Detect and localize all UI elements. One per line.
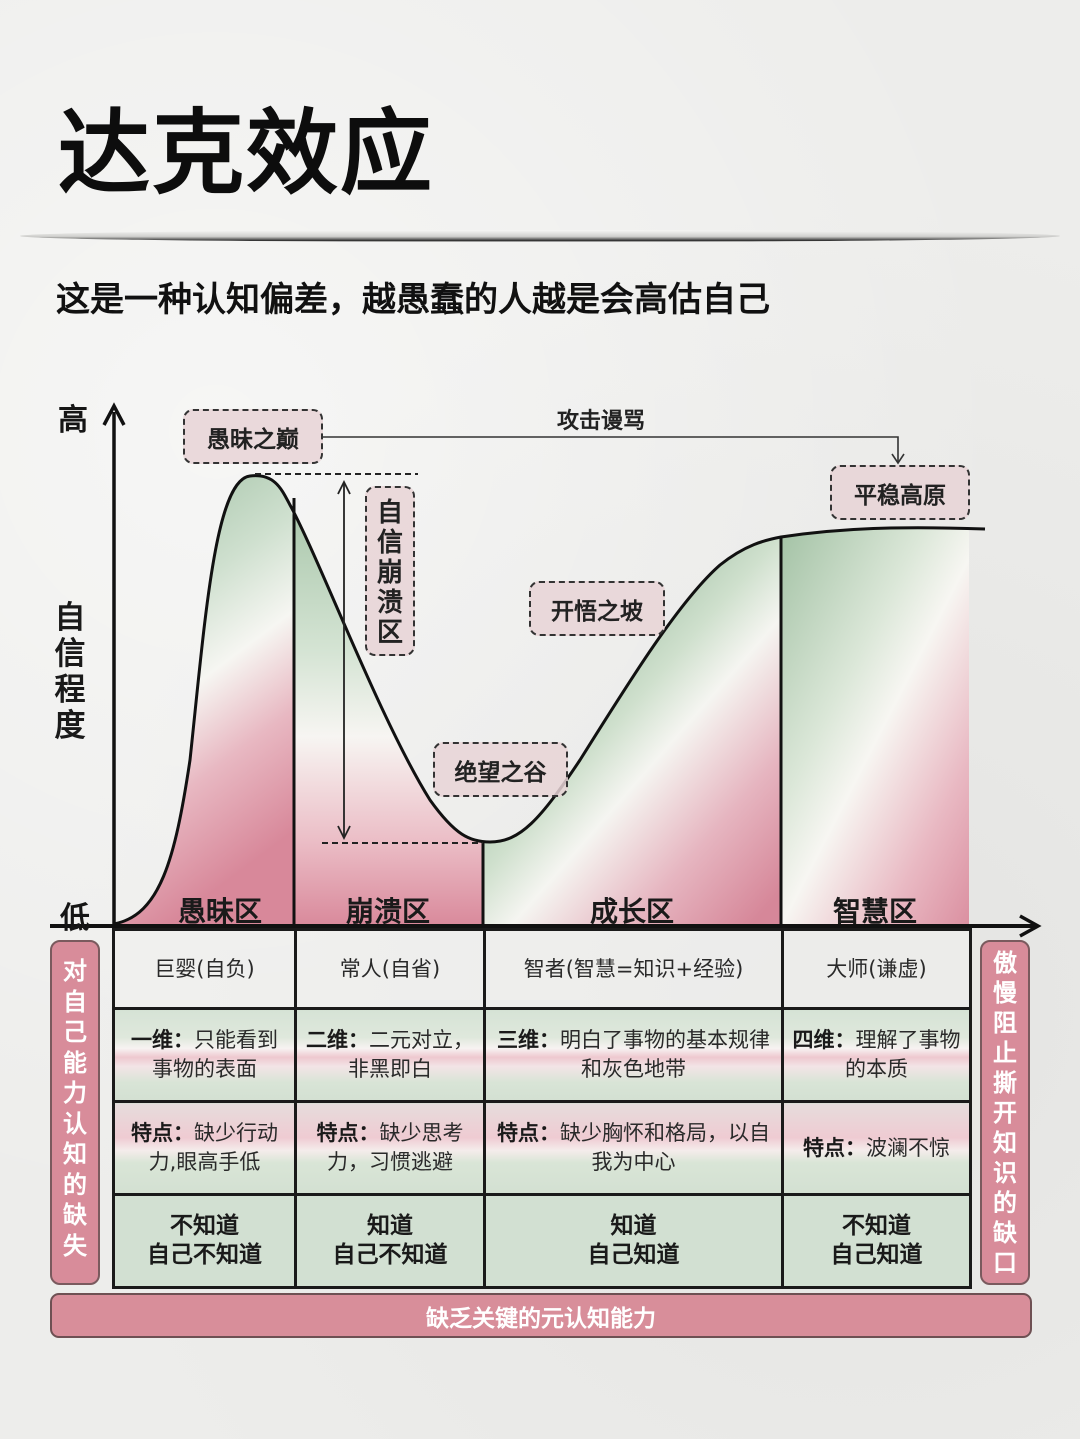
table-cell: 智者(智慧=知识+经验) <box>483 928 784 1010</box>
side-label-right: 傲 慢 阻 止 撕 开 知 识 的 缺 口 <box>980 940 1030 1285</box>
confidence-curve <box>113 474 986 926</box>
y-axis <box>102 402 126 928</box>
y-axis-low-label: 低 <box>60 901 90 936</box>
table-cell: 三维：明白了事物的基本规律和灰色地带 <box>483 1007 784 1103</box>
table-row-persona: 巨婴(自负) 常人(自省) 智者(智慧=知识+经验) 大师(谦虚) <box>112 928 972 1010</box>
zone-label-ignorance: 愚昧区 <box>177 895 262 928</box>
zone-label-wisdom: 智慧区 <box>832 895 917 928</box>
table-cell: 知道 自己不知道 <box>294 1193 486 1289</box>
table-cell: 二维：二元对立，非黑即白 <box>294 1007 486 1103</box>
table-cell: 特点：波澜不惊 <box>781 1100 972 1196</box>
y-axis-title: 自 信 程 度 <box>54 600 86 744</box>
table-cell: 特点：缺少思考力，习惯逃避 <box>294 1100 486 1196</box>
table-cell: 四维：理解了事物的本质 <box>781 1007 972 1103</box>
tag-slope-of-enlightenment: 开悟之坡 <box>529 581 665 636</box>
zone-label-growth: 成长区 <box>589 895 674 928</box>
table-cell: 大师(谦虚) <box>781 928 972 1010</box>
zone-label-collapse: 崩溃区 <box>345 895 430 928</box>
attack-connector-arrow <box>322 436 905 465</box>
side-label-left: 对 自 己 能 力 认 知 的 缺 失 <box>50 940 100 1285</box>
table-cell: 不知道 自己知道 <box>781 1193 972 1289</box>
table-cell: 知道 自己知道 <box>483 1193 784 1289</box>
tag-confidence-collapse-zone: 自 信 崩 溃 区 <box>365 486 415 656</box>
table-cell: 一维：只能看到事物的表面 <box>112 1007 297 1103</box>
collapse-range-arrow <box>337 479 351 841</box>
table-row-dimension: 一维：只能看到事物的表面 二维：二元对立，非黑即白 三维：明白了事物的基本规律和… <box>112 1007 972 1103</box>
page-title: 达克效应 <box>58 100 435 207</box>
tag-plateau-of-sustainability: 平稳高原 <box>830 465 970 520</box>
table-row-awareness: 不知道 自己不知道 知道 自己不知道 知道 自己知道 不知道 自己知道 <box>112 1193 972 1289</box>
area-fill <box>114 475 969 926</box>
page-subtitle: 这是一种认知偏差，越愚蠢的人越是会高估自己 <box>56 280 770 320</box>
zone-dividers <box>292 498 783 926</box>
table-cell: 特点：缺少胸怀和格局，以自我为中心 <box>483 1100 784 1196</box>
tag-valley-of-despair: 绝望之谷 <box>433 742 568 797</box>
table-row-traits: 特点：缺少行动力,眼高手低 特点：缺少思考力，习惯逃避 特点：缺少胸怀和格局，以… <box>112 1100 972 1196</box>
footer-banner: 缺乏关键的元认知能力 <box>50 1293 1032 1338</box>
y-axis-high-label: 高 <box>58 403 88 438</box>
tag-peak-of-ignorance: 愚昧之巅 <box>183 409 323 464</box>
table-cell: 不知道 自己不知道 <box>112 1193 297 1289</box>
divider-line <box>20 230 1060 242</box>
table-cell: 特点：缺少行动力,眼高手低 <box>112 1100 297 1196</box>
attack-label: 攻击谩骂 <box>557 409 646 434</box>
x-axis <box>50 914 1042 938</box>
table-cell: 常人(自省) <box>294 928 486 1010</box>
table-cell: 巨婴(自负) <box>112 928 297 1010</box>
stage-comparison-table: 巨婴(自负) 常人(自省) 智者(智慧=知识+经验) 大师(谦虚) 一维：只能看… <box>112 928 972 1289</box>
guide-lines <box>255 473 483 844</box>
